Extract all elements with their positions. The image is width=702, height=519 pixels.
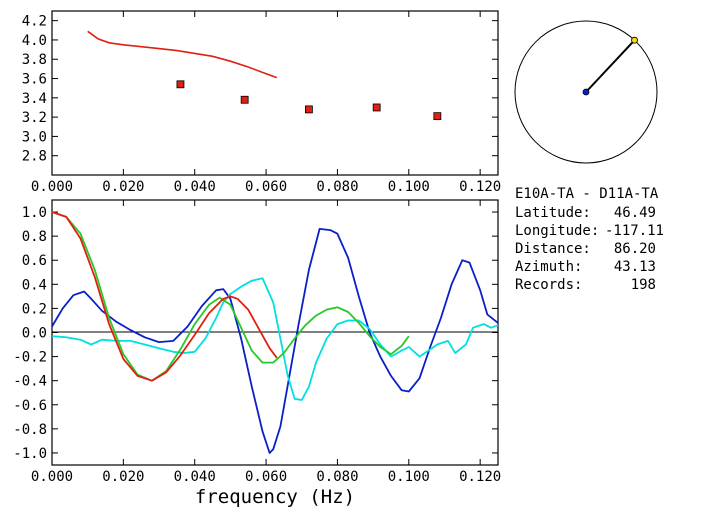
top-x-tick-label: 0.100 xyxy=(388,179,430,195)
bottom-x-tick-label: 0.080 xyxy=(316,469,358,485)
latitude-label: Latitude: xyxy=(515,205,591,221)
top-y-tick-label: 3.2 xyxy=(22,110,47,126)
velocity-dispersion-chart: 0.000 0.020 0.040 0.060 0.080 0.100 0.120 2.8 3… xyxy=(22,10,501,195)
bottom-y-tick-label: 1.0 xyxy=(22,205,47,221)
top-y-tick-label: 3.6 xyxy=(22,72,47,88)
bottom-x-tick-label: 0.100 xyxy=(388,469,430,485)
longitude-value: -117.11 xyxy=(605,223,664,239)
top-data-point xyxy=(304,105,313,114)
top-x-tick-label: 0.060 xyxy=(245,179,287,195)
top-y-tick-label: 3.4 xyxy=(22,91,47,107)
top-data-point xyxy=(372,103,381,112)
station-pair-title: E10A-TA - D11A-TA xyxy=(515,186,659,202)
bottom-y-tick-label: -1.0 xyxy=(13,446,47,462)
x-axis-title: frequency (Hz) xyxy=(195,486,355,508)
correlation-chart: 0.000 0.020 0.040 0.060 0.080 0.100 0.120 1.00… xyxy=(13,199,501,508)
top-data-point xyxy=(240,95,249,104)
distance-value: 86.20 xyxy=(614,241,656,257)
top-x-tick-label: 0.020 xyxy=(102,179,144,195)
bottom-y-tick-label: 0.8 xyxy=(22,229,47,245)
bottom-x-tick-label: 0.120 xyxy=(459,469,501,485)
top-x-tick-label: 0.000 xyxy=(31,179,73,195)
bottom-x-tick-label: 0.020 xyxy=(102,469,144,485)
bottom-series-line-3 xyxy=(51,211,278,382)
top-series-group xyxy=(87,30,442,121)
bottom-y-tick-label: 0.2 xyxy=(22,301,47,317)
azimuth-value: 43.13 xyxy=(614,259,656,275)
bottom-y-tick-group: 1.0 0.8 0.6 0.4 0.2 0.0 -0.2 -0.4 -0.6 -0.8 -1.0 xyxy=(13,205,498,462)
longitude-label: Longitude: xyxy=(515,223,599,239)
station-edge-marker xyxy=(631,36,638,44)
bottom-y-tick-label: -0.4 xyxy=(13,374,47,390)
station-center-marker xyxy=(582,88,590,96)
top-y-tick-label: 4.0 xyxy=(22,33,47,49)
records-value: 198 xyxy=(631,277,656,293)
azimuth-circle-plot xyxy=(514,20,658,164)
station-info-block: E10A-TA - D11A-TA Latitude: 46.49 Longit… xyxy=(515,186,664,293)
bottom-y-tick-label: -0.8 xyxy=(13,422,47,438)
top-y-tick-label: 3.8 xyxy=(22,52,47,68)
top-x-tick-label: 0.120 xyxy=(459,179,501,195)
top-data-point xyxy=(176,80,185,89)
top-y-tick-label: 2.8 xyxy=(22,149,47,165)
records-label: Records: xyxy=(515,277,582,293)
top-y-tick-group: 2.8 3.0 3.2 3.4 3.6 3.8 4.0 4.2 xyxy=(22,14,498,165)
bottom-series-line-1 xyxy=(51,277,499,401)
top-x-tick-group: 0.000 0.020 0.040 0.060 0.080 0.100 0.120 xyxy=(31,11,501,195)
top-data-point xyxy=(433,112,442,121)
bottom-series-group xyxy=(51,211,499,454)
distance-label: Distance: xyxy=(515,241,591,257)
bottom-y-tick-label: -0.2 xyxy=(13,350,47,366)
bottom-series-line-2 xyxy=(51,211,410,382)
top-x-tick-label: 0.080 xyxy=(316,179,358,195)
bottom-y-tick-label: -0.6 xyxy=(13,398,47,414)
bottom-x-tick-label: 0.040 xyxy=(174,469,216,485)
bottom-y-tick-label: 0.0 xyxy=(22,326,47,342)
top-plot-frame xyxy=(51,10,499,176)
azimuth-label: Azimuth: xyxy=(515,259,582,275)
bottom-x-tick-label: 0.000 xyxy=(31,469,73,485)
bottom-y-tick-label: 0.4 xyxy=(22,277,47,293)
top-y-tick-label: 4.2 xyxy=(22,14,47,30)
top-y-tick-label: 3.0 xyxy=(22,129,47,145)
bottom-x-tick-group: 0.000 0.020 0.040 0.060 0.080 0.100 0.120 xyxy=(31,200,501,485)
azimuth-line xyxy=(585,39,636,93)
latitude-value: 46.49 xyxy=(614,205,656,221)
azimuth-circle xyxy=(514,20,658,164)
bottom-x-tick-label: 0.060 xyxy=(245,469,287,485)
bottom-series-line-0 xyxy=(51,228,499,454)
bottom-y-tick-label: 0.6 xyxy=(22,253,47,269)
top-velocity-curve xyxy=(87,30,278,79)
top-x-tick-label: 0.040 xyxy=(174,179,216,195)
